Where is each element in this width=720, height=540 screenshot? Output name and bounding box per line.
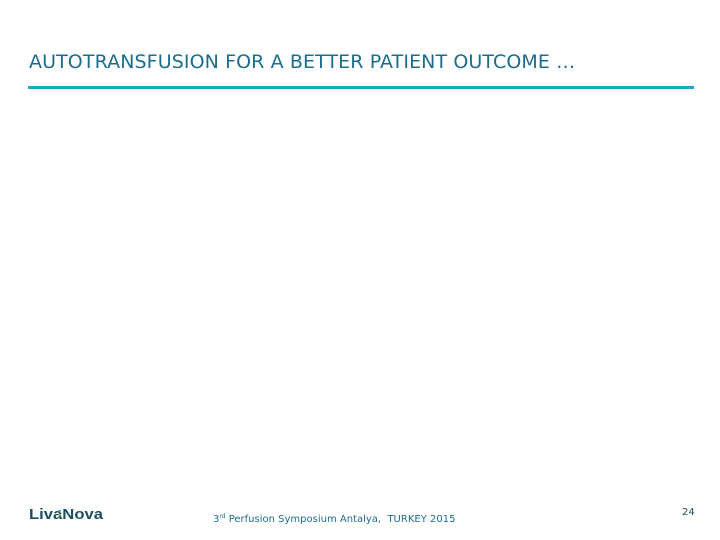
slide-title: AUTOTRANSFUSION FOR A BETTER PATIENT OUT… [29, 51, 576, 73]
livanova-logo: LivaNova [29, 506, 104, 523]
page-number: 24 [682, 507, 695, 518]
title-divider [28, 86, 694, 89]
slide-content-area [28, 100, 694, 480]
event-ordinal: 3 [213, 514, 220, 525]
event-description: Perfusion Symposium Antalya, TURKEY 2015 [225, 514, 456, 525]
logo-wordmark: LivaNova [29, 506, 104, 523]
logo-dot-icon [58, 509, 61, 513]
footer-event-text: 3rd Perfusion Symposium Antalya, TURKEY … [213, 513, 455, 525]
event-ordinal-suffix: rd [219, 513, 226, 520]
logo-dot-icon [58, 513, 61, 517]
